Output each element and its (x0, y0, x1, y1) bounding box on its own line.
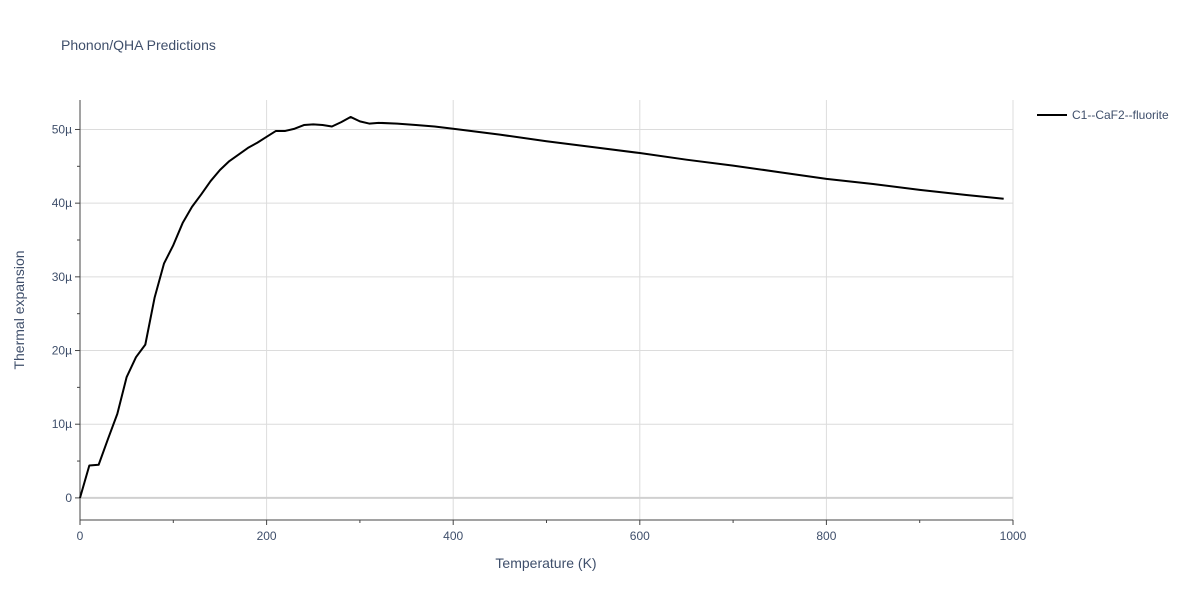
y-tick-label: 0 (65, 491, 72, 505)
x-tick-label: 600 (630, 529, 650, 543)
y-tick-label: 40µ (52, 196, 72, 210)
x-tick-label: 800 (816, 529, 836, 543)
y-axis-ticks: 0 10µ 20µ 30µ 40µ 50µ (52, 122, 80, 505)
y-tick-label: 20µ (52, 344, 72, 358)
y-axis-title: Thermal expansion (11, 250, 27, 369)
legend[interactable]: C1--CaF2--fluorite (1037, 108, 1169, 122)
chart-title: Phonon/QHA Predictions (61, 37, 216, 53)
x-tick-label: 400 (443, 529, 463, 543)
x-tick-label: 1000 (1000, 529, 1027, 543)
x-axis-ticks: 0 200 400 600 800 1000 (77, 520, 1027, 543)
x-axis-title: Temperature (K) (495, 555, 596, 571)
grid-lines (80, 100, 1014, 520)
y-tick-label: 50µ (52, 122, 72, 136)
y-tick-label: 10µ (52, 417, 72, 431)
y-tick-label: 30µ (52, 270, 72, 284)
x-tick-label: 0 (77, 529, 84, 543)
legend-label: C1--CaF2--fluorite (1072, 108, 1169, 122)
x-tick-label: 200 (257, 529, 277, 543)
series-layer (79, 115, 1004, 499)
series-line (79, 115, 1004, 499)
axes (79, 100, 1013, 521)
